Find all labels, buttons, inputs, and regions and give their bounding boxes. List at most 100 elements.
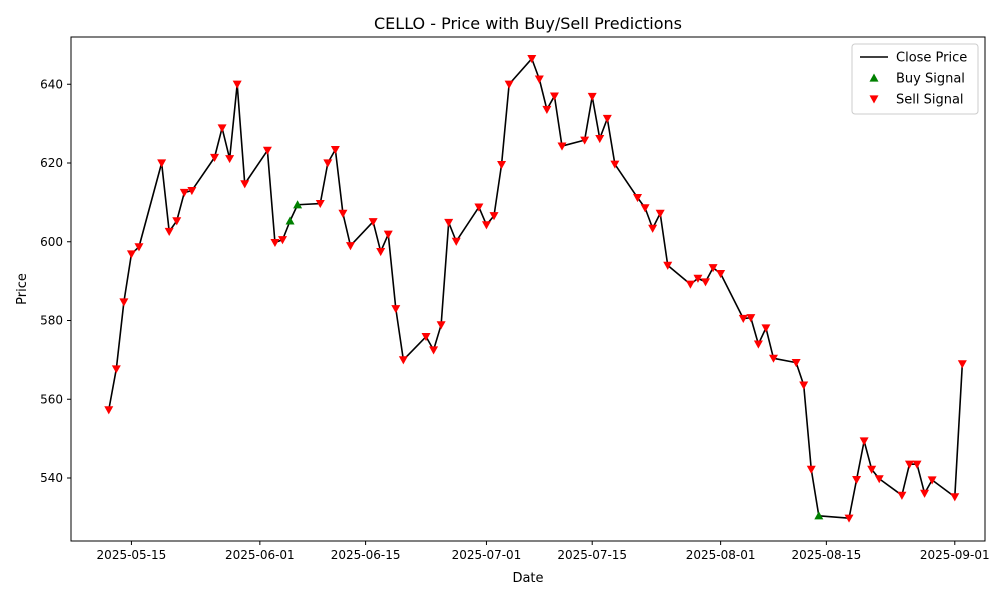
sell-signal-marker xyxy=(693,274,703,283)
sell-signal-marker xyxy=(421,333,431,342)
sell-signal-marker xyxy=(126,250,136,259)
sell-signal-marker xyxy=(708,264,718,273)
x-axis: 2025-05-15 2025-06-01 2025-06-15 2025-07-01… xyxy=(97,541,990,562)
legend-swatch-sell xyxy=(869,95,879,104)
sell-signal-marker xyxy=(587,92,597,101)
x-tick-label: 2025-06-15 xyxy=(331,548,401,562)
sell-signal-marker xyxy=(806,465,816,474)
sell-signal-marker xyxy=(912,460,922,469)
sell-signal-marker xyxy=(655,209,665,218)
sell-signal-marker xyxy=(852,475,862,485)
plot-area xyxy=(104,55,967,523)
sell-signal-marker xyxy=(549,92,559,101)
sell-signal-marker xyxy=(791,359,801,368)
sell-signal-marker xyxy=(368,218,378,227)
legend-label: Close Price xyxy=(896,51,967,66)
sell-signal-marker xyxy=(874,475,884,484)
sell-signal-marker xyxy=(497,160,507,170)
x-tick-label: 2025-08-15 xyxy=(791,548,861,562)
sell-signal-marker xyxy=(527,55,537,64)
legend-label: Sell Signal xyxy=(896,93,964,108)
sell-signal-marker xyxy=(429,346,439,355)
sell-signal-marker xyxy=(345,242,355,251)
sell-signal-marker xyxy=(391,305,401,314)
sell-signal-marker xyxy=(474,203,484,212)
sell-signal-marker xyxy=(753,340,763,349)
sell-signal-marker xyxy=(897,491,907,500)
x-tick-label: 2025-08-01 xyxy=(686,548,756,562)
sell-signal-marker xyxy=(436,321,446,330)
sell-signal-marker xyxy=(481,221,491,230)
sell-signal-marker xyxy=(595,134,605,144)
buy-signal-marker xyxy=(814,511,824,520)
sell-signal-marker xyxy=(172,217,182,226)
sell-signal-marker xyxy=(768,354,778,363)
buy-signal-marker xyxy=(285,216,295,225)
sell-signal-marker xyxy=(383,230,393,239)
x-tick-label: 2025-05-15 xyxy=(97,548,167,562)
sell-signal-marker xyxy=(210,153,220,162)
sell-signal-marker xyxy=(663,261,673,270)
sell-signal-marker xyxy=(315,199,325,209)
chart-title: CELLO - Price with Buy/Sell Predictions xyxy=(374,14,682,33)
sell-signal-marker xyxy=(633,194,643,203)
sell-signal-marker xyxy=(580,136,590,145)
legend: Close Price Buy Signal Sell Signal xyxy=(851,43,979,115)
sell-signal-marker xyxy=(270,238,280,248)
sell-signal-marker xyxy=(844,514,854,523)
y-tick-label: 620 xyxy=(40,156,63,170)
sell-signal-marker xyxy=(799,381,809,390)
sell-signal-marker xyxy=(920,489,930,498)
legend-swatch-buy xyxy=(869,73,879,82)
sell-signal-marker xyxy=(685,280,695,289)
sell-signal-marker xyxy=(376,247,386,257)
sell-signal-marker xyxy=(701,278,711,287)
sell-signal-marker xyxy=(489,212,499,221)
sell-signal-marker xyxy=(738,314,748,324)
sell-signal-marker xyxy=(557,142,567,151)
x-axis-label: Date xyxy=(512,571,543,586)
sell-signal-marker xyxy=(225,155,235,164)
sell-signal-marker xyxy=(542,105,552,114)
sell-signal-marker xyxy=(119,298,129,307)
sell-signal-marker xyxy=(867,465,877,474)
sell-signal-marker xyxy=(262,146,272,155)
x-tick-label: 2025-07-01 xyxy=(452,548,522,562)
sell-signal-marker xyxy=(104,406,114,415)
sell-signal-marker xyxy=(164,227,174,237)
buy-signal-marker xyxy=(293,200,303,209)
x-tick-label: 2025-09-01 xyxy=(920,548,990,562)
x-tick-label: 2025-07-15 xyxy=(557,548,627,562)
sell-signal-marker xyxy=(187,186,197,196)
sell-signal-marker xyxy=(232,80,242,89)
sell-signal-marker xyxy=(157,159,167,168)
sell-signal-marker xyxy=(278,236,288,245)
sell-signal-marker xyxy=(950,493,960,502)
sell-signal-marker xyxy=(534,75,544,84)
sell-signal-marker xyxy=(240,180,250,189)
plot-frame xyxy=(70,36,986,542)
sell-signal-marker xyxy=(927,476,937,485)
y-tick-label: 580 xyxy=(40,314,63,328)
x-tick-label: 2025-06-01 xyxy=(225,548,295,562)
y-tick-label: 560 xyxy=(40,392,63,406)
sell-signal-marker xyxy=(330,146,340,155)
y-tick-label: 640 xyxy=(40,77,63,91)
sell-signal-marker xyxy=(648,224,658,233)
sell-signal-marker xyxy=(504,80,514,89)
sell-signal-marker xyxy=(904,460,914,469)
y-axis: 540 560 580 600 620 640 xyxy=(40,77,71,485)
legend-label: Buy Signal xyxy=(896,72,965,87)
sell-signal-marker xyxy=(111,365,121,374)
sell-signal-marker xyxy=(602,114,612,124)
sell-signal-marker xyxy=(716,270,726,279)
legend-box xyxy=(851,43,979,115)
y-tick-label: 600 xyxy=(40,235,63,249)
sell-signal-marker xyxy=(323,159,333,168)
sell-signal-marker xyxy=(957,360,967,369)
sell-signal-marker xyxy=(398,356,408,365)
sell-signal-marker xyxy=(134,243,144,252)
sell-signal-marker xyxy=(610,160,620,169)
sell-signal-marker xyxy=(451,237,461,246)
